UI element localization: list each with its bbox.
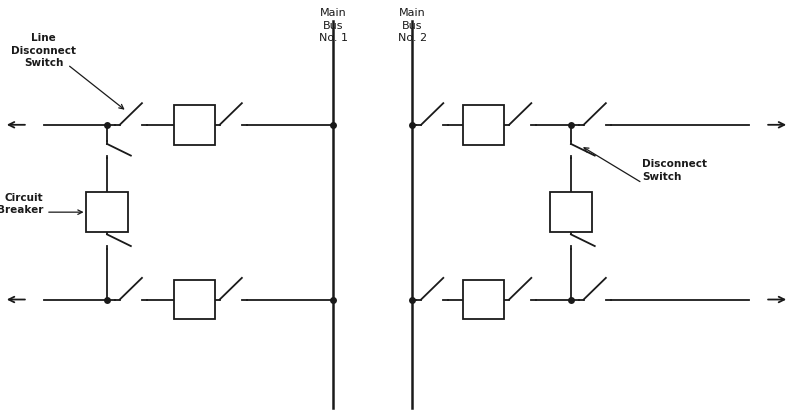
Text: Disconnect
Switch: Disconnect Switch — [642, 159, 707, 182]
Text: Main
Bus
No. 1: Main Bus No. 1 — [319, 8, 347, 43]
Bar — [463, 105, 504, 145]
Text: Line
Disconnect
Switch: Line Disconnect Switch — [11, 33, 76, 68]
Text: Main
Bus
No. 2: Main Bus No. 2 — [398, 8, 427, 43]
Bar — [174, 105, 215, 145]
Bar — [550, 192, 592, 232]
Bar — [86, 192, 128, 232]
Text: Circuit
Breaker: Circuit Breaker — [0, 193, 44, 215]
Bar — [463, 280, 504, 319]
Bar — [174, 280, 215, 319]
